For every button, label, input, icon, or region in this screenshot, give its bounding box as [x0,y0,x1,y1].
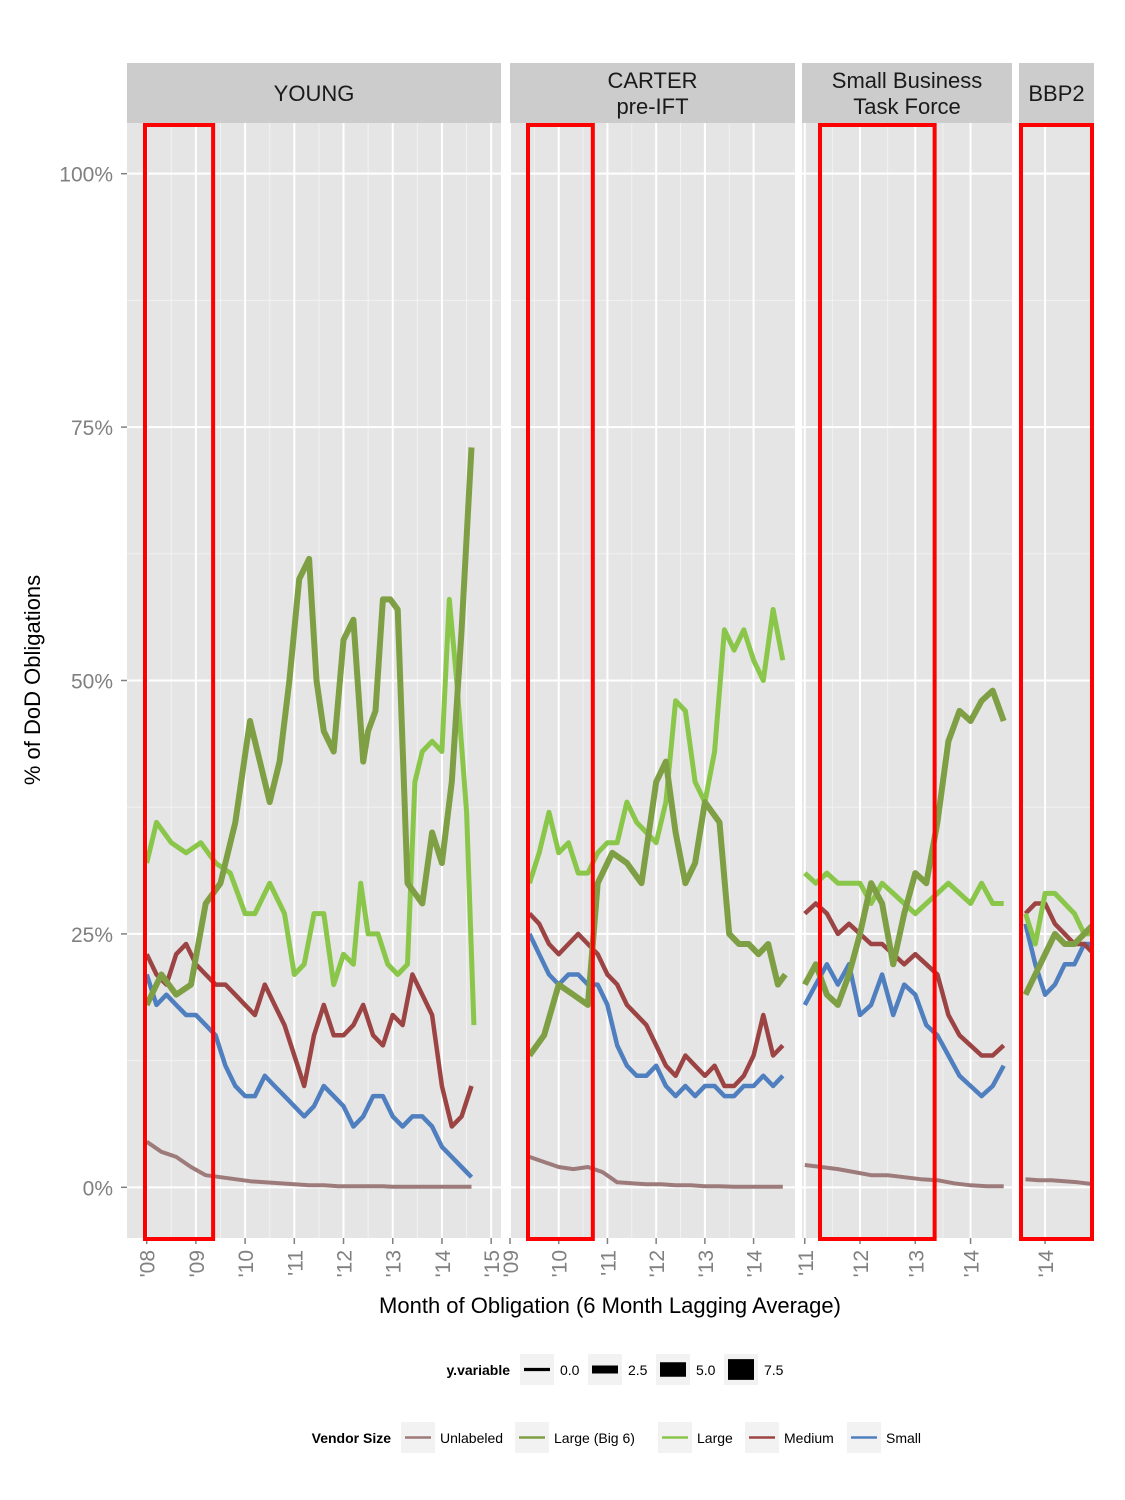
highlight-box [526,123,595,1241]
x-tick-label: '14 [432,1250,455,1278]
size-legend: y.variable 0.0 2.5 5.0 7.5 [446,1354,784,1385]
series-line-medium [144,941,474,1129]
series-lines [527,607,788,1189]
x-tick-label: '13 [905,1250,928,1277]
series-line-large [144,596,477,1026]
x-tick-label: '13 [383,1250,406,1277]
x-tick-label: '15 [481,1250,504,1277]
series-line-unlabeled [1025,1177,1094,1187]
panel-young: YOUNG '08 '09 '10 '11 '12 '13 '14 '15 [127,63,504,1277]
y-axis-title: % of DoD Obligations [20,575,45,785]
y-tick-label: 75% [71,417,113,440]
x-tick-label: '11 [795,1250,818,1276]
x-tick-label: '10 [235,1250,258,1277]
y-tick-label: 50% [71,671,113,694]
x-tick-label: '12 [850,1250,873,1277]
x-tick-label: '11 [284,1250,307,1276]
x-tick-label: '12 [646,1250,669,1277]
facet-strip-label: CARTER [607,68,697,93]
y-tick-label: 25% [71,924,113,947]
x-tick-label: '14 [961,1250,984,1278]
series-line-small [144,973,474,1179]
series-lines [802,687,1007,1189]
facet-strip [127,63,501,123]
panel-bbp2: BBP2 '14 [1019,63,1094,1277]
series-lines [1022,890,1094,1187]
size-legend-label: 5.0 [696,1362,716,1378]
y-tick-label: 100% [59,164,113,187]
color-legend-label: Small [886,1430,921,1446]
series-line-small [527,932,785,1099]
color-legend-label: Large [697,1430,733,1446]
x-tick-label: '09 [186,1250,209,1277]
series-lines [143,447,477,1189]
color-legend-label: Large (Big 6) [554,1430,635,1446]
highlight-box [818,123,937,1241]
series-line-large-big-6 [527,758,788,1058]
size-legend-label: 0.0 [560,1362,580,1378]
series-line-medium [1023,901,1094,956]
x-tick-label: '10 [549,1250,572,1277]
x-tick-label: '14 [1035,1250,1058,1278]
facet-strip [1019,63,1094,123]
color-legend-title: Vendor Size [312,1430,392,1446]
x-axis-title: Month of Obligation (6 Month Lagging Ave… [379,1293,841,1318]
color-legend: Vendor Size Unlabeled Large (Big 6) Large Me… [312,1422,921,1453]
chart-panels: YOUNG'08'09'10'11'12'13'14'15CARTERpre-I… [127,63,1094,1277]
series-line-large [527,607,786,884]
facet-strip-label: Small Business [832,68,982,93]
series-line-medium [803,901,1006,1058]
x-tick-label: '08 [137,1250,160,1277]
facet-strip-label: YOUNG [274,81,355,106]
series-line-small [802,962,1006,1099]
size-legend-label: 2.5 [628,1362,648,1378]
size-legend-title: y.variable [446,1362,510,1378]
facet-strip-label: BBP2 [1028,81,1084,106]
color-legend-label: Medium [784,1430,834,1446]
x-tick-label: '12 [334,1250,357,1277]
x-tick-label: '11 [597,1250,620,1276]
series-line-unlabeled [528,1155,783,1189]
facet-strip-label: Task Force [853,94,961,119]
series-line-large-big-6 [143,447,475,1007]
series-line-unlabeled [145,1140,472,1189]
highlight-box [1019,123,1094,1241]
series-line-medium [527,912,785,1089]
series-line-unlabeled [804,1163,1004,1189]
x-tick-label: '14 [744,1250,767,1278]
x-tick-label: '13 [695,1250,718,1277]
x-tick-label: '09 [500,1250,523,1277]
y-tick-label: 0% [83,1177,113,1200]
size-legend-label: 7.5 [764,1362,784,1378]
series-line-large-big-6 [1022,921,1094,997]
color-legend-label: Unlabeled [440,1430,503,1446]
highlight-box [143,123,216,1241]
facet-strip-label: pre-IFT [616,94,688,119]
series-line-large-big-6 [802,687,1007,1008]
facet-strip [510,63,795,123]
series-line-large [1023,890,1094,947]
y-axis: 0% 25% 50% 75% 100% [59,164,127,1200]
facet-strip [802,63,1012,123]
